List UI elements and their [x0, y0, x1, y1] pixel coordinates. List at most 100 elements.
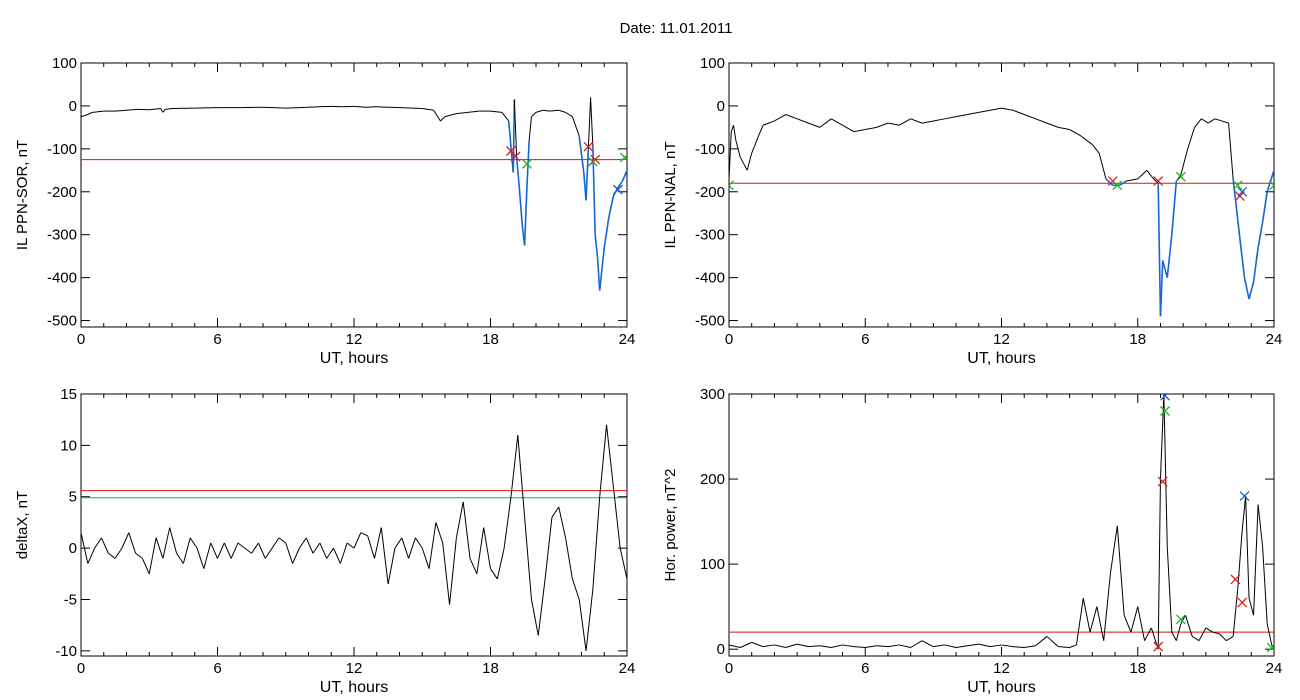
series-segment: [842, 644, 854, 648]
series-segment: [542, 109, 550, 112]
series-segment: [544, 517, 553, 579]
y-tick-label: 300: [700, 386, 725, 403]
series-segment: [196, 547, 205, 569]
x-tick-label: 24: [619, 331, 636, 348]
cross-marker-stroke: [1239, 491, 1250, 502]
series-segment: [1180, 148, 1189, 175]
series-segment: [1159, 394, 1165, 480]
cross-marker: [590, 154, 601, 165]
series-segment: [592, 496, 601, 590]
series-segment: [1212, 631, 1220, 635]
series-segment: [751, 135, 759, 154]
series-segment: [921, 640, 934, 648]
cross-marker-stroke: [1153, 176, 1164, 187]
series-segment: [1035, 636, 1048, 647]
series-segment: [428, 522, 437, 569]
series-segment: [353, 105, 366, 108]
series-segment: [551, 506, 560, 518]
cross-marker: [1266, 642, 1274, 653]
series-segment: [537, 578, 546, 636]
series-segment: [210, 542, 218, 559]
series-segment: [887, 122, 900, 126]
series-segment: [739, 157, 748, 171]
series-segment: [394, 537, 403, 549]
y-axis-label: deltaX, nT: [14, 491, 31, 559]
series-segment: [978, 643, 991, 648]
series-segment: [899, 118, 911, 126]
series-segment: [462, 501, 471, 559]
series-segment: [621, 170, 627, 182]
series-segment: [81, 532, 89, 564]
series-segment: [1161, 260, 1169, 278]
cross-marker-stroke: [619, 154, 627, 163]
x-axis-label: UT, hours: [320, 350, 388, 367]
series-segment: [1119, 180, 1127, 187]
series-segment: [606, 424, 614, 487]
series-segment: [512, 99, 516, 173]
series-segment: [501, 112, 510, 122]
series-segment: [1166, 547, 1173, 633]
series-segment: [785, 114, 798, 120]
series-segment: [819, 118, 832, 128]
series-segment: [830, 118, 843, 126]
series-segment: [865, 645, 877, 648]
series-segment: [1266, 623, 1273, 646]
cross-marker: [510, 151, 521, 162]
series-segment: [1058, 126, 1070, 131]
plot-area: [729, 394, 1274, 653]
series-segment: [528, 116, 532, 141]
series-segment: [490, 110, 502, 113]
series-segment: [598, 247, 606, 291]
series-segment: [1091, 144, 1100, 154]
cross-marker: [1237, 597, 1248, 608]
y-tick-label: -100: [695, 141, 725, 158]
series-segment: [278, 537, 287, 544]
cross-marker: [1175, 171, 1186, 182]
series-segment: [1046, 636, 1059, 648]
plot-frame: [80, 62, 628, 328]
series-segment: [408, 537, 416, 559]
series-segment: [1184, 615, 1193, 637]
series-segment: [842, 124, 855, 133]
series-segment: [819, 645, 832, 648]
series-segment: [1237, 530, 1243, 590]
x-tick-label: 6: [213, 331, 221, 348]
series-segment: [1252, 247, 1259, 283]
series-segment: [603, 217, 610, 248]
series-segment: [433, 109, 441, 122]
series-segment: [162, 109, 166, 113]
series-segment: [990, 644, 1002, 648]
figure-title: Date: 11.01.2011: [620, 20, 733, 37]
series-segment: [1024, 645, 1036, 648]
series-segment: [449, 537, 457, 605]
x-tick-label: 18: [1129, 660, 1146, 677]
series-segment: [565, 537, 573, 580]
series-segment: [899, 644, 911, 648]
y-tick-label: -300: [47, 227, 77, 244]
series-segment: [590, 97, 594, 147]
series-segment: [762, 120, 775, 126]
series-segment: [380, 527, 389, 585]
series-segment: [223, 542, 232, 559]
cross-marker-stroke: [1160, 394, 1168, 401]
series-segment: [244, 547, 252, 554]
cross-marker-stroke: [583, 141, 594, 152]
series-segment: [785, 643, 798, 648]
y-tick-label: 5: [69, 489, 77, 506]
series-segment: [1058, 646, 1070, 648]
series-segment: [1175, 623, 1182, 641]
series-segment: [933, 118, 945, 122]
series-segment: [1232, 589, 1239, 637]
series-segment: [876, 645, 888, 648]
series-segment: [162, 527, 171, 559]
series-segment: [510, 435, 519, 497]
cross-marker-stroke: [1153, 641, 1164, 652]
y-tick-label: -300: [695, 227, 725, 244]
series-segment: [81, 114, 86, 118]
series-segment: [808, 645, 820, 648]
x-tick-label: 24: [619, 660, 636, 677]
series-segment: [808, 122, 821, 128]
y-tick-label: -100: [47, 141, 77, 158]
series-segment: [1257, 221, 1264, 248]
series-segment: [373, 527, 382, 559]
